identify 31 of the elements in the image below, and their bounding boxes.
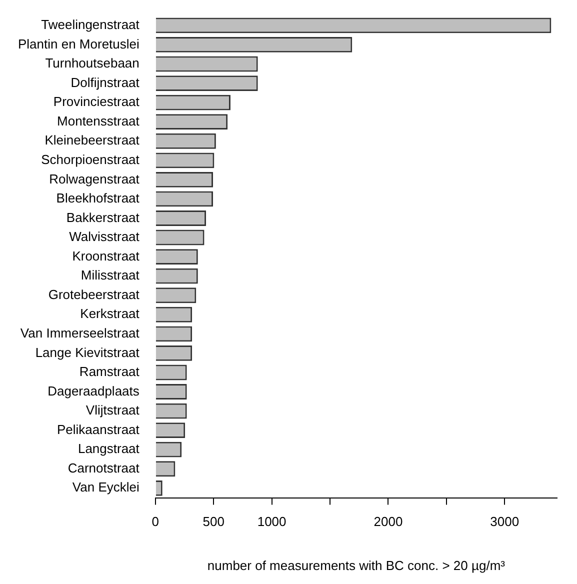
y-tick-label: Kerkstraat: [80, 306, 140, 322]
x-tick-label: 1000: [257, 514, 286, 530]
y-tick-label: Van Immerseelstraat: [20, 326, 140, 340]
y-tick-label: Provinciestraat: [53, 94, 140, 110]
x-tick-label: 2000: [374, 514, 403, 530]
y-tick-label: Bleekhofstraat: [56, 190, 140, 206]
x-axis-title: number of measurements with BC conc. > 20 µg/m³: [207, 558, 506, 573]
y-tick-label: Plantin en Moretuslei: [18, 36, 140, 52]
y-tick-label: Kroonstraat: [72, 248, 140, 264]
y-tick-label: Vlijtstraat: [86, 402, 140, 418]
y-tick-label: Lange Kievitstraat: [35, 344, 140, 360]
y-tick-label: Tweelingenstraat: [41, 17, 140, 32]
y-tick-label: Rolwagenstraat: [49, 171, 140, 186]
y-tick-label: Grotebeerstraat: [48, 286, 140, 302]
y-tick-label: Carnotstraat: [68, 460, 140, 476]
x-tick-label: 3000: [490, 514, 520, 530]
y-tick-label: Milisstraat: [80, 268, 140, 283]
y-tick-label: Langstraat: [78, 441, 140, 456]
y-tick-label: Montensstraat: [57, 113, 140, 128]
y-tick-label: Ramstraat: [79, 364, 140, 380]
y-tick-label: Turnhoutsebaan: [45, 56, 140, 71]
y-tick-label: Dageraadplaats: [48, 383, 140, 398]
x-tick-label: 0: [152, 514, 160, 530]
y-tick-label: Walvisstraat: [69, 229, 140, 244]
y-tick-label: Van Eycklei: [72, 480, 140, 495]
y-tick-label: Dolfijnstraat: [70, 74, 140, 90]
y-tick-label: Schorpioenstraat: [41, 152, 140, 167]
x-tick-label: 500: [202, 514, 224, 530]
y-tick-label: Bakkerstraat: [66, 210, 140, 225]
y-tick-label: Kleinebeerstraat: [44, 132, 140, 148]
y-tick-label: Pelikaanstraat: [57, 422, 140, 437]
